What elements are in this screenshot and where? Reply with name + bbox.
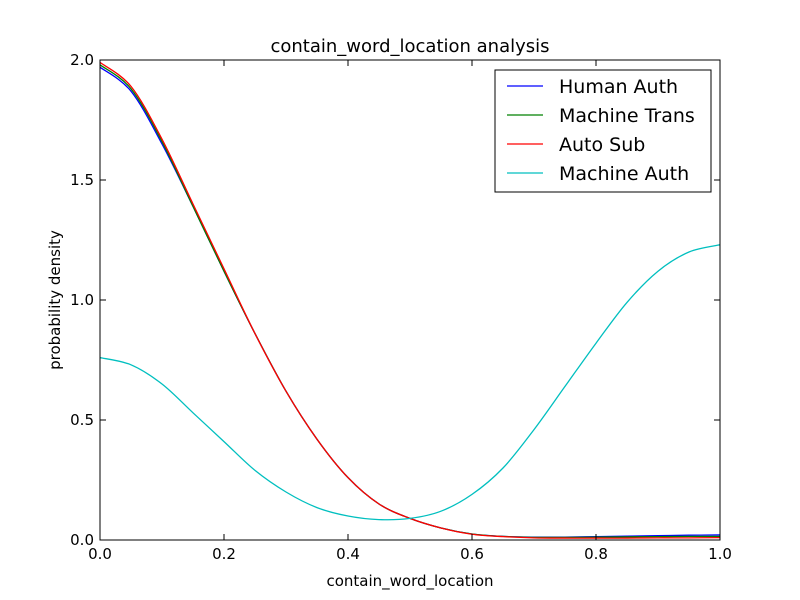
series-line-auto-sub xyxy=(99,61,721,539)
series-line-machine-auth xyxy=(99,244,721,521)
chart-title: contain_word_location analysis xyxy=(270,36,549,57)
legend-box xyxy=(494,69,712,193)
ticks-layer: 0.0 0.2 0.4 0.6 0.8 1.0 0.0 0.5 1.0 1.5 2.0 xyxy=(70,51,732,563)
x-tick-label: 1.0 xyxy=(708,545,732,563)
x-tick-label: 0.4 xyxy=(336,545,360,563)
legend-label: Human Auth xyxy=(559,76,678,98)
series-layer xyxy=(99,61,721,539)
x-tick-label: 0.2 xyxy=(212,545,236,563)
y-tick-label: 0.5 xyxy=(70,411,94,429)
y-tick-label: 1.5 xyxy=(70,171,94,189)
legend-label: Machine Auth xyxy=(559,163,689,185)
y-tick-label: 2.0 xyxy=(70,51,94,69)
legend-label: Machine Trans xyxy=(559,105,695,127)
x-tick-label: 0.6 xyxy=(460,545,484,563)
x-axis-label: contain_word_location xyxy=(326,572,493,591)
x-tick-label: 0.0 xyxy=(88,545,112,563)
legend: Human Auth Machine Trans Auto Sub Machine A… xyxy=(494,69,712,193)
y-axis-label: probability density xyxy=(46,230,64,370)
y-tick-label: 1.0 xyxy=(70,291,94,309)
y-tick-label: 0.0 xyxy=(70,531,94,549)
x-tick-label: 0.8 xyxy=(584,545,608,563)
legend-label: Auto Sub xyxy=(559,134,645,156)
